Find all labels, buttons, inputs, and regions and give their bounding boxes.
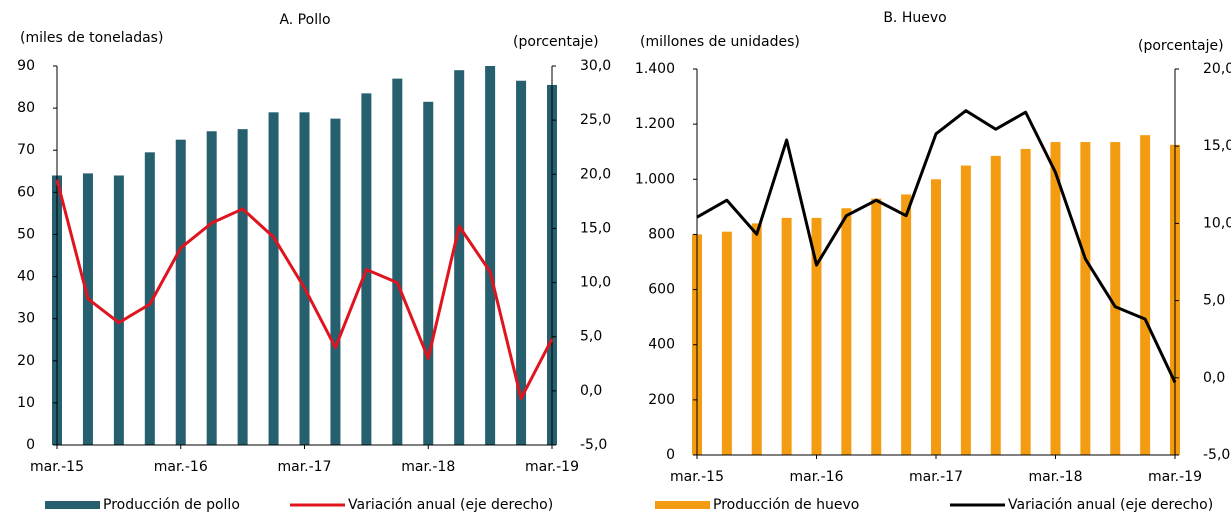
y-tick-label: 50 (17, 226, 35, 242)
y-tick-label: 10 (17, 395, 35, 411)
y2-axis-label: (porcentaje) (513, 34, 599, 50)
y2-tick-label: 30,0 (580, 58, 611, 74)
legend-swatch (45, 501, 100, 509)
bar (1110, 142, 1121, 456)
y-tick-label: 200 (648, 392, 675, 408)
y-tick-label: 1.400 (635, 61, 675, 77)
bar (811, 217, 822, 455)
bar (1080, 142, 1091, 456)
bar (423, 101, 434, 446)
bar (516, 80, 527, 445)
bar (113, 175, 124, 445)
x-tick-label: mar.-17 (909, 469, 963, 485)
legend-label: Variación anual (eje derecho) (1008, 497, 1213, 513)
y-tick-label: 400 (648, 337, 675, 353)
y-tick-label: 40 (17, 269, 35, 285)
y2-tick-label: 0,0 (1203, 370, 1225, 386)
y2-tick-label: 0,0 (580, 383, 602, 399)
y-tick-label: 1.000 (635, 171, 675, 187)
bar (485, 66, 496, 445)
y-tick-label: 70 (17, 142, 35, 158)
bar (82, 173, 93, 445)
bar (299, 112, 310, 446)
bar (841, 208, 852, 455)
bar (721, 231, 732, 455)
y-tick-label: 600 (648, 282, 675, 298)
y-tick-label: 0 (666, 447, 675, 463)
bar (144, 152, 155, 446)
y-tick-label: 30 (17, 311, 35, 327)
x-tick-label: mar.-17 (277, 459, 331, 475)
bar (175, 139, 186, 445)
y-tick-label: 60 (17, 184, 35, 200)
x-tick-label: mar.-18 (1028, 469, 1082, 485)
x-tick-label: mar.-15 (670, 469, 724, 485)
y2-tick-label: -5,0 (1203, 447, 1230, 463)
bar (960, 165, 971, 455)
y2-tick-label: 20,0 (580, 166, 611, 182)
x-tick-label: mar.-19 (1148, 469, 1202, 485)
y-tick-label: 20 (17, 353, 35, 369)
bar (268, 112, 279, 446)
x-tick-label: mar.-16 (154, 459, 208, 475)
y-tick-label: 0 (26, 437, 35, 453)
y2-tick-label: 20,0 (1203, 61, 1231, 77)
y-tick-label: 80 (17, 100, 35, 116)
x-tick-label: mar.-18 (401, 459, 455, 475)
y2-tick-label: 25,0 (580, 112, 611, 128)
bar (751, 223, 762, 455)
bar (871, 198, 882, 456)
y2-tick-label: 15,0 (1203, 138, 1231, 154)
panel-title: B. Huevo (883, 10, 946, 26)
bar (781, 217, 792, 455)
line (55, 179, 554, 400)
x-tick-label: mar.-15 (30, 459, 84, 475)
y-axis-label: (millones de unidades) (640, 34, 800, 50)
y2-tick-label: 10,0 (580, 275, 611, 291)
y-tick-label: 1.200 (635, 116, 675, 132)
y2-axis-label: (porcentaje) (1138, 38, 1224, 54)
bar (901, 194, 912, 455)
y2-tick-label: 15,0 (580, 220, 611, 236)
y2-tick-label: 5,0 (1203, 293, 1225, 309)
line (696, 109, 1177, 384)
y2-tick-label: 10,0 (1203, 215, 1231, 231)
bar (931, 179, 941, 456)
bar (454, 70, 465, 445)
y-tick-label: 90 (17, 58, 35, 74)
bar (206, 131, 217, 445)
bar (1140, 135, 1151, 455)
bar (1020, 148, 1031, 455)
y2-tick-label: 5,0 (580, 329, 602, 345)
legend-swatch (655, 501, 710, 509)
y2-tick-label: -5,0 (580, 437, 607, 453)
bar (1050, 142, 1061, 456)
legend-label: Producción de pollo (103, 497, 240, 513)
bar (392, 78, 403, 445)
x-tick-label: mar.-16 (789, 469, 843, 485)
legend-label: Variación anual (eje derecho) (348, 497, 553, 513)
bar (990, 155, 1001, 455)
y-tick-label: 800 (648, 226, 675, 242)
bar (237, 129, 248, 445)
bar (330, 118, 341, 445)
y-axis-label: (miles de toneladas) (20, 30, 163, 46)
x-tick-label: mar.-19 (525, 459, 579, 475)
panel-title: A. Pollo (279, 12, 330, 28)
legend-label: Producción de huevo (713, 497, 859, 513)
